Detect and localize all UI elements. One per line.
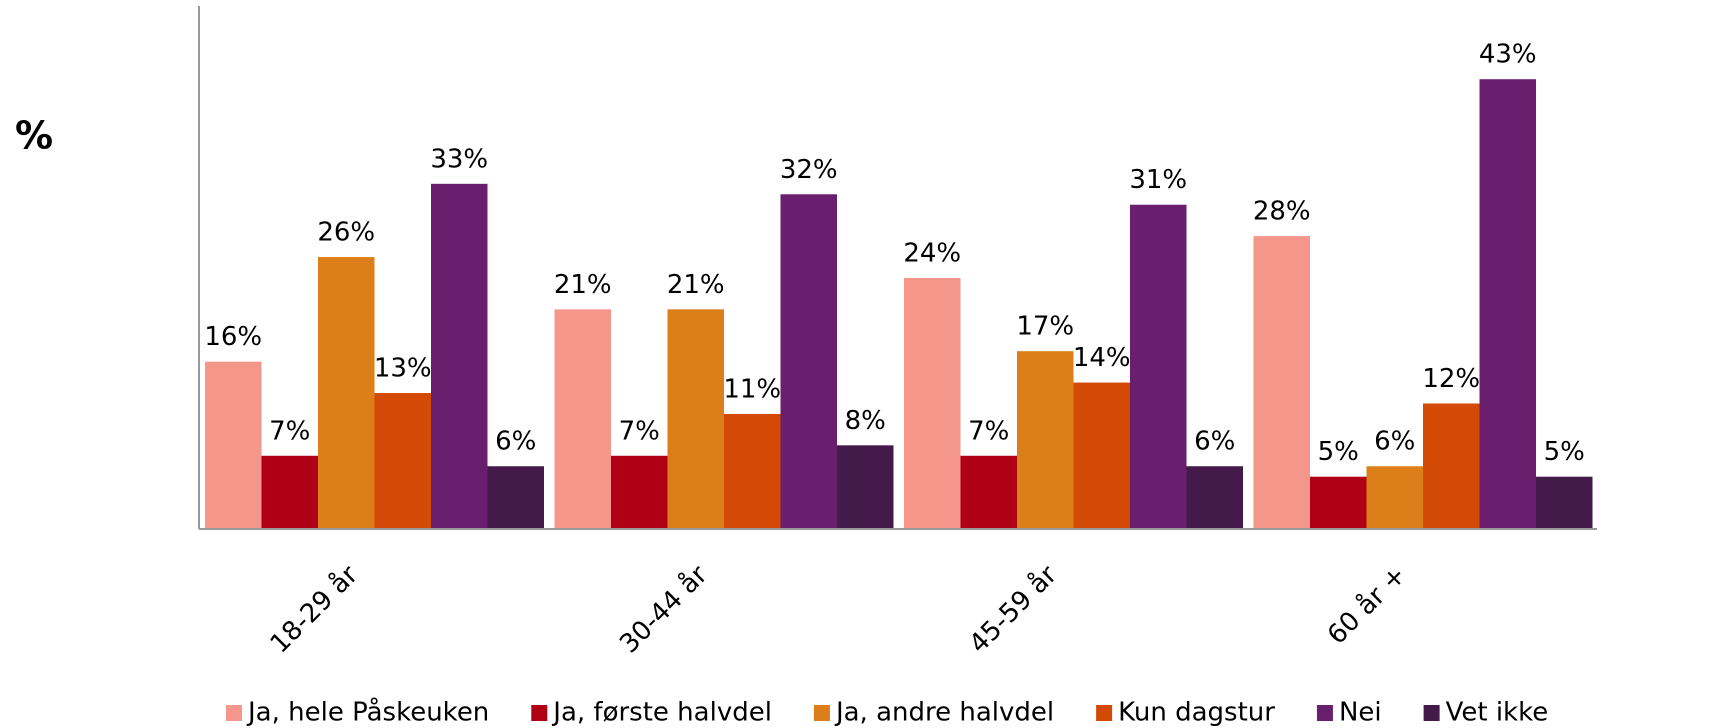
legend-swatch xyxy=(1096,705,1113,721)
legend-label: Ja, andre halvdel xyxy=(834,698,1054,728)
data-label: 28% xyxy=(1253,197,1311,227)
bar xyxy=(1186,466,1243,529)
data-label: 11% xyxy=(723,374,781,404)
data-label: 17% xyxy=(1016,312,1074,342)
bar xyxy=(904,277,961,529)
bar xyxy=(487,466,544,529)
bar xyxy=(1253,236,1310,529)
data-label: 32% xyxy=(780,155,838,185)
bar xyxy=(667,309,724,529)
legend-label: Ja, hele Påskeuken xyxy=(246,697,489,728)
bar xyxy=(374,393,431,529)
bar xyxy=(1073,382,1130,529)
data-label: 14% xyxy=(1073,343,1131,373)
bar xyxy=(1366,466,1423,529)
data-label: 7% xyxy=(968,416,1009,446)
bar xyxy=(1423,403,1480,529)
bar xyxy=(205,361,262,529)
legend-label: Vet ikke xyxy=(1446,698,1549,728)
bar xyxy=(554,309,611,529)
y-axis-label: % xyxy=(15,114,53,158)
bar xyxy=(1130,204,1187,530)
x-tick-label: 45-59 år xyxy=(963,559,1063,659)
bar xyxy=(431,183,488,529)
legend-label: Ja, første halvdel xyxy=(551,698,772,728)
data-label: 33% xyxy=(430,144,488,174)
data-label: 21% xyxy=(554,270,612,300)
data-label: 16% xyxy=(204,322,262,352)
bar xyxy=(611,455,668,529)
x-tick-label: 30-44 år xyxy=(613,559,713,659)
bar xyxy=(960,455,1017,529)
legend-label: Kun dagstur xyxy=(1118,698,1275,728)
data-label: 31% xyxy=(1129,165,1187,195)
data-label: 6% xyxy=(1194,427,1235,457)
bar xyxy=(1310,476,1367,529)
data-label: 7% xyxy=(269,416,310,446)
legend-swatch xyxy=(1316,705,1333,721)
legend-swatch xyxy=(531,705,548,721)
legend-swatch xyxy=(226,705,242,721)
legend-label: Nei xyxy=(1339,698,1382,728)
bar xyxy=(780,194,837,529)
bar xyxy=(837,445,894,529)
bar xyxy=(318,257,375,529)
data-label: 21% xyxy=(667,270,725,300)
bar xyxy=(261,455,318,529)
data-label: 26% xyxy=(317,218,375,248)
bar xyxy=(1536,476,1593,529)
data-label: 6% xyxy=(1374,427,1415,457)
data-label: 7% xyxy=(619,416,660,446)
legend-swatch xyxy=(1423,705,1440,721)
data-label: 8% xyxy=(845,406,886,436)
bar xyxy=(1017,351,1074,529)
data-label: 13% xyxy=(374,354,432,384)
data-label: 12% xyxy=(1422,364,1480,394)
bar xyxy=(1479,79,1536,529)
bar xyxy=(724,413,781,529)
x-tick-label: 60 år + xyxy=(1321,559,1412,650)
legend-swatch xyxy=(813,705,830,721)
data-label: 5% xyxy=(1318,437,1359,467)
x-tick-label: 18-29 år xyxy=(264,559,364,659)
data-label: 6% xyxy=(495,427,536,457)
data-label: 24% xyxy=(903,238,961,268)
data-label: 43% xyxy=(1479,40,1537,70)
data-label: 5% xyxy=(1544,437,1585,467)
